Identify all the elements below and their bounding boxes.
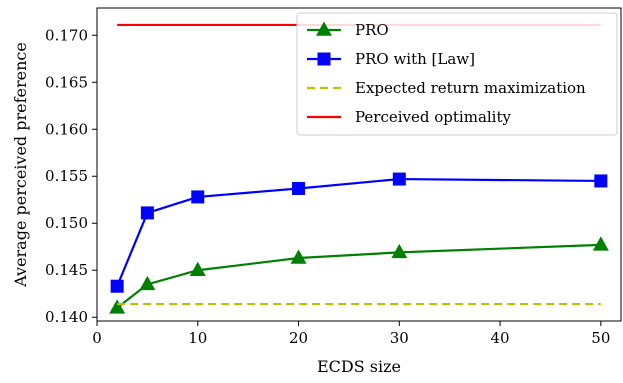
y-axis-label: Average perceived preference [11, 42, 30, 288]
data-point [392, 172, 406, 186]
data-point [594, 174, 608, 188]
data-point [191, 190, 205, 204]
plot-frame [96, 7, 622, 322]
legend-label: PRO with [Law] [355, 50, 475, 68]
y-tick-label: 0.165 [45, 73, 88, 91]
x-tick-label: 40 [491, 329, 510, 347]
y-tick-label: 0.140 [45, 308, 88, 326]
series-line [116, 243, 601, 309]
y-tick-label: 0.155 [45, 167, 88, 185]
series-0 [109, 236, 609, 314]
data-point [110, 279, 124, 293]
legend-label: Perceived optimality [355, 108, 512, 126]
x-tick-label: 30 [390, 329, 409, 347]
legend-marker [317, 52, 331, 66]
data-point [391, 243, 408, 259]
series-1 [110, 172, 608, 293]
x-axis-label: ECDS size [317, 357, 401, 376]
data-point [109, 299, 126, 314]
data-point [139, 275, 156, 291]
x-tick-label: 10 [188, 329, 207, 347]
data-point [140, 206, 154, 220]
legend-box [296, 12, 618, 136]
x-tick-label: 50 [591, 329, 610, 347]
y-tick-label: 0.150 [45, 214, 88, 232]
legend-label: PRO [355, 21, 389, 39]
x-tick-label: 0 [92, 329, 102, 347]
data-point [290, 249, 307, 264]
data-point [292, 181, 306, 195]
y-tick-label: 0.160 [45, 120, 88, 138]
legend-marker [316, 21, 332, 36]
legend: PRO PRO with [Law] Expected return maximiz… [296, 12, 618, 136]
data-point [189, 261, 206, 276]
axes: 0 10 20 30 40 50 0.140 0.145 0.150 0.155 0.160 0.16… [45, 7, 622, 347]
data-point [592, 236, 609, 251]
series-line [116, 177, 601, 287]
x-tick-label: 20 [289, 329, 308, 347]
y-tick-label: 0.145 [45, 261, 88, 279]
y-tick-label: 0.170 [45, 26, 88, 44]
legend-label: Expected return maximization [355, 79, 586, 97]
